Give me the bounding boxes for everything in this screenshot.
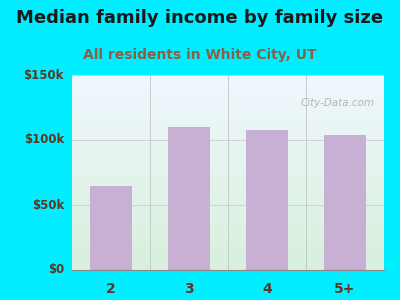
Bar [168, 127, 210, 270]
Text: $100k: $100k [24, 134, 64, 146]
Text: Median family income by family size: Median family income by family size [16, 9, 384, 27]
Text: $0: $0 [48, 263, 64, 277]
Text: 5+: 5+ [334, 282, 356, 296]
Text: City-Data.com: City-Data.com [300, 98, 375, 108]
Text: $150k: $150k [24, 68, 64, 82]
Text: All residents in White City, UT: All residents in White City, UT [83, 48, 317, 62]
Text: 3: 3 [184, 282, 194, 296]
Text: 4: 4 [262, 282, 272, 296]
Bar [324, 135, 366, 270]
Text: $50k: $50k [32, 199, 64, 212]
Text: 2: 2 [106, 282, 116, 296]
Bar [246, 130, 288, 270]
Bar [90, 185, 132, 270]
